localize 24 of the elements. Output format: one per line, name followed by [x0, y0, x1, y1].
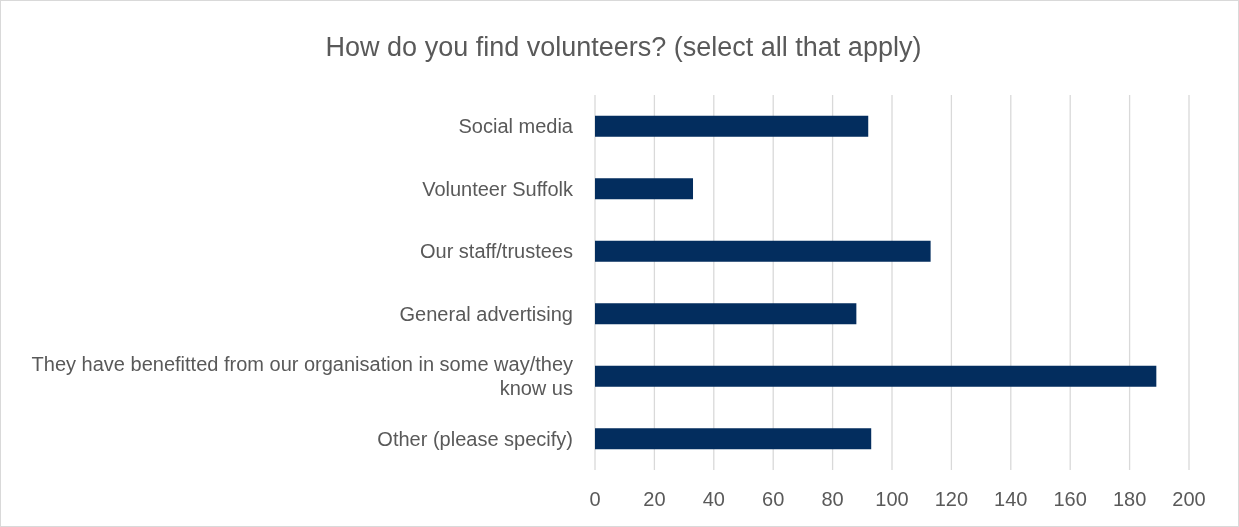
x-tick-label: 40	[702, 488, 725, 510]
x-tick-label: 120	[934, 488, 969, 510]
bar	[595, 428, 872, 450]
y-tick-label: Our staff/trustees	[419, 240, 573, 263]
chart-title: How do you find volunteers? (select all that apply)	[325, 32, 922, 62]
y-tick-label: General advertising	[399, 302, 573, 325]
x-tick-label: 180	[1112, 488, 1147, 510]
y-tick-label: Other (please specify)	[377, 427, 573, 450]
x-tick-label: 20	[643, 488, 666, 510]
y-tick-label: They have benefitted from our organisation in some way/they know us	[31, 353, 573, 400]
bar	[595, 178, 694, 200]
bar	[595, 240, 931, 262]
y-tick-label: Volunteer Suffolk	[422, 177, 574, 200]
y-tick-label: Social media	[458, 115, 574, 138]
x-tick-label: 200	[1172, 488, 1206, 510]
x-tick-label: 100	[875, 488, 909, 510]
x-tick-label: 60	[762, 488, 785, 510]
x-tick-label: 80	[821, 488, 844, 510]
x-tick-label: 160	[1053, 488, 1087, 510]
x-tick-label: 0	[589, 488, 601, 510]
bar	[595, 365, 1157, 387]
bar	[595, 115, 869, 137]
bar	[595, 303, 857, 325]
x-tick-label: 140	[994, 488, 1028, 510]
